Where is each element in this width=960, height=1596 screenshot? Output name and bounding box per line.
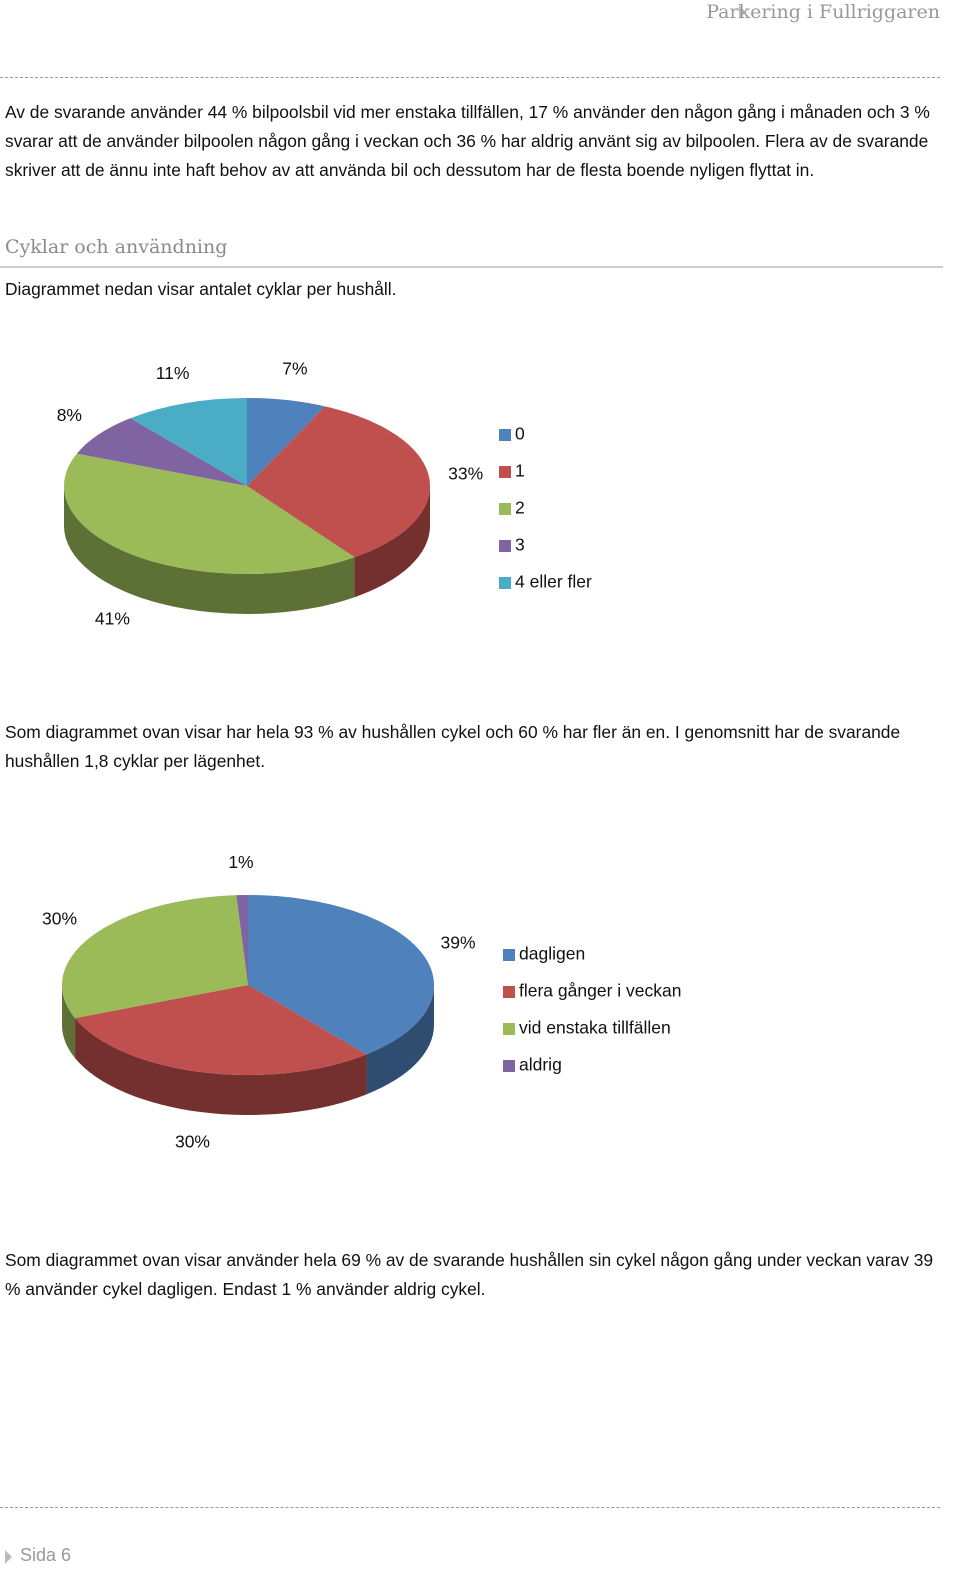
data-label: 41% bbox=[95, 608, 130, 628]
slice bbox=[64, 453, 355, 574]
data-label: 8% bbox=[57, 405, 82, 425]
footer: Sida 6 bbox=[20, 1545, 72, 1565]
data-label: 39% bbox=[440, 932, 475, 952]
legend-swatch bbox=[499, 503, 511, 515]
slice bbox=[130, 398, 247, 486]
legend-swatch bbox=[499, 577, 511, 589]
legend-swatch bbox=[503, 1023, 515, 1035]
legend-label: 2 bbox=[515, 498, 525, 518]
slice bbox=[247, 406, 430, 558]
legend-swatch bbox=[499, 429, 511, 441]
legend-label: flera gånger i veckan bbox=[519, 981, 681, 1001]
paragraph: Som diagrammet ovan visar använder hela … bbox=[5, 1250, 934, 1299]
slice bbox=[61, 895, 249, 1019]
legend-swatch bbox=[503, 949, 515, 961]
paragraph: Diagrammet nedan visar antalet cyklar pe… bbox=[5, 279, 397, 299]
header-marker bbox=[739, 5, 746, 19]
legend-label: 3 bbox=[515, 535, 525, 555]
slice-side bbox=[63, 486, 355, 614]
legend-label: 0 bbox=[515, 424, 525, 444]
paragraph: Som diagrammet ovan visar har hela 93 % … bbox=[5, 722, 901, 771]
heading-rule bbox=[0, 266, 943, 268]
slice-side bbox=[62, 985, 76, 1059]
legend-label: dagligen bbox=[519, 944, 585, 964]
data-label: 1% bbox=[228, 852, 253, 872]
data-label: 33% bbox=[448, 463, 483, 483]
data-label: 30% bbox=[175, 1131, 210, 1151]
heading: Cyklar och användning bbox=[5, 236, 228, 258]
legend-label: vid enstaka tillfällen bbox=[519, 1018, 671, 1038]
data-label: 7% bbox=[282, 359, 307, 379]
legend-label: aldrig bbox=[519, 1055, 562, 1075]
legend-swatch bbox=[503, 1060, 515, 1072]
legend-swatch bbox=[503, 986, 515, 998]
slice bbox=[247, 398, 325, 486]
slice-side bbox=[75, 1018, 367, 1115]
data-label: 11% bbox=[156, 363, 190, 383]
legend-label: 1 bbox=[515, 461, 525, 481]
footer-marker bbox=[5, 1550, 12, 1564]
header: Parkering i Fullriggaren bbox=[706, 1, 940, 23]
header-rule bbox=[0, 77, 940, 78]
legend-label: 4 eller fler bbox=[515, 572, 592, 592]
legend-swatch bbox=[499, 466, 511, 478]
slice bbox=[76, 418, 247, 486]
slice-side bbox=[354, 486, 430, 598]
slice bbox=[248, 895, 435, 1055]
slice-side bbox=[366, 985, 434, 1095]
data-label: 30% bbox=[42, 909, 77, 929]
footer-rule bbox=[0, 1507, 940, 1508]
slice bbox=[75, 985, 367, 1075]
slice bbox=[236, 895, 248, 985]
paragraph: Av de svarande använder 44 % bilpoolsbil… bbox=[5, 102, 930, 180]
legend-swatch bbox=[499, 540, 511, 552]
